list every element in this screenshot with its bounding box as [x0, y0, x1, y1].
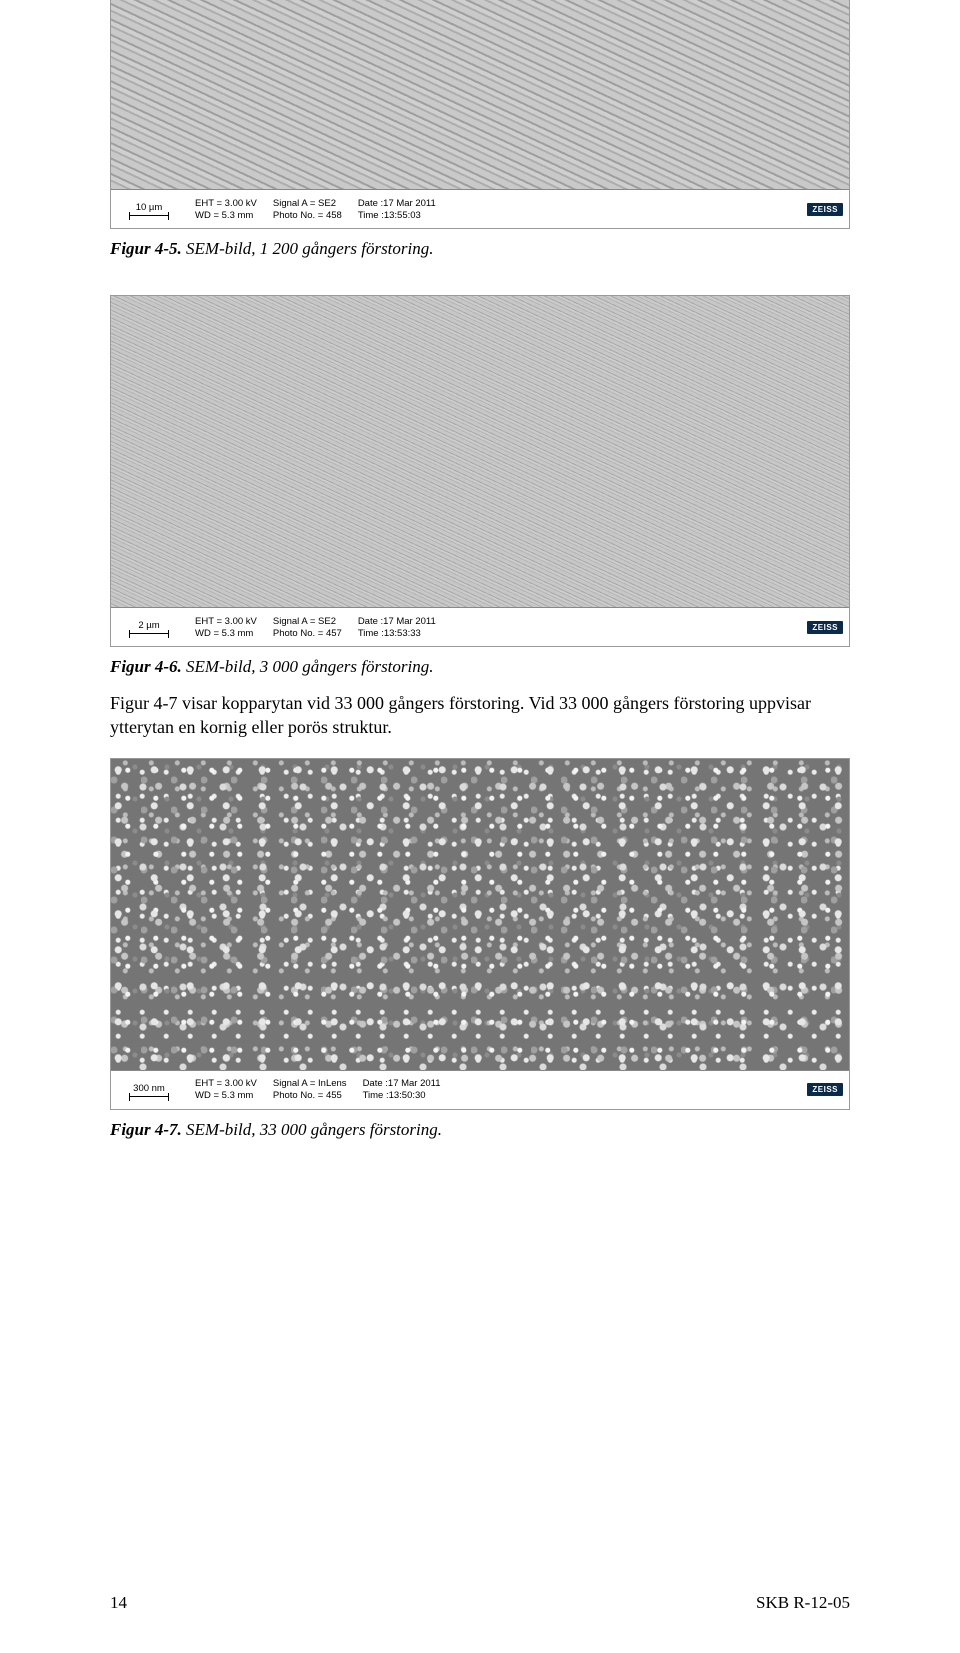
sem-logo: ZEISS: [807, 190, 849, 228]
sem-logo: ZEISS: [807, 608, 849, 646]
sem-scale-bar: [129, 633, 169, 634]
zeiss-logo: ZEISS: [807, 1083, 843, 1096]
sem-wd: WD = 5.3 mm: [195, 1090, 257, 1101]
sem-figure-4-7: 300 nm EHT = 3.00 kV WD = 5.3 mm Signal …: [110, 758, 850, 1110]
spacer: [110, 259, 850, 295]
sem-date: Date :17 Mar 2011: [363, 1078, 441, 1089]
sem-metadata-bar: 2 µm EHT = 3.00 kV WD = 5.3 mm Signal A …: [111, 607, 849, 646]
zeiss-logo: ZEISS: [807, 621, 843, 634]
sem-logo: ZEISS: [807, 1071, 849, 1109]
sem-col-signal: Signal A = InLens Photo No. = 455: [265, 1071, 355, 1109]
figure-caption-4-5: Figur 4-5. SEM-bild, 1 200 gångers först…: [110, 239, 850, 259]
sem-col-date: Date :17 Mar 2011 Time :13:53:33: [350, 608, 444, 646]
sem-time: Time :13:55:03: [358, 210, 436, 221]
sem-texture: [111, 759, 849, 1109]
sem-scale-bar: [129, 1096, 169, 1097]
sem-signal: Signal A = InLens: [273, 1078, 347, 1089]
sem-col-signal: Signal A = SE2 Photo No. = 458: [265, 190, 350, 228]
sem-figure-4-6: 2 µm EHT = 3.00 kV WD = 5.3 mm Signal A …: [110, 295, 850, 647]
sem-metadata-bar: 300 nm EHT = 3.00 kV WD = 5.3 mm Signal …: [111, 1070, 849, 1109]
sem-col-date: Date :17 Mar 2011 Time :13:50:30: [355, 1071, 449, 1109]
page-number: 14: [110, 1593, 127, 1613]
caption-text: SEM-bild, 33 000 gångers förstoring.: [186, 1120, 442, 1139]
sem-eht: EHT = 3.00 kV: [195, 616, 257, 627]
sem-wd: WD = 5.3 mm: [195, 628, 257, 639]
page-footer: 14 SKB R-12-05: [110, 1593, 850, 1613]
sem-date: Date :17 Mar 2011: [358, 198, 436, 209]
sem-photo: Photo No. = 455: [273, 1090, 347, 1101]
body-paragraph: Figur 4-7 visar kopparytan vid 33 000 gå…: [110, 691, 850, 740]
sem-texture: [111, 296, 849, 646]
caption-text: SEM-bild, 3 000 gångers förstoring.: [186, 657, 433, 676]
sem-col-signal: Signal A = SE2 Photo No. = 457: [265, 608, 350, 646]
sem-scale-label: 10 µm: [136, 202, 163, 213]
caption-label: Figur 4-7.: [110, 1120, 182, 1139]
sem-col-voltage: EHT = 3.00 kV WD = 5.3 mm: [187, 608, 265, 646]
sem-signal: Signal A = SE2: [273, 198, 342, 209]
sem-scale-label: 300 nm: [133, 1083, 165, 1094]
document-id: SKB R-12-05: [756, 1593, 850, 1613]
figure-caption-4-6: Figur 4-6. SEM-bild, 3 000 gångers först…: [110, 657, 850, 677]
sem-scale: 10 µm: [111, 190, 187, 228]
sem-scale: 300 nm: [111, 1071, 187, 1109]
sem-col-date: Date :17 Mar 2011 Time :13:55:03: [350, 190, 444, 228]
sem-date: Date :17 Mar 2011: [358, 616, 436, 627]
zeiss-logo: ZEISS: [807, 203, 843, 216]
sem-scale: 2 µm: [111, 608, 187, 646]
sem-photo: Photo No. = 457: [273, 628, 342, 639]
sem-photo: Photo No. = 458: [273, 210, 342, 221]
sem-col-voltage: EHT = 3.00 kV WD = 5.3 mm: [187, 190, 265, 228]
caption-label: Figur 4-5.: [110, 239, 182, 258]
sem-scale-bar: [129, 215, 169, 216]
sem-figure-4-5: 10 µm EHT = 3.00 kV WD = 5.3 mm Signal A…: [110, 0, 850, 229]
sem-scale-label: 2 µm: [138, 620, 159, 631]
sem-eht: EHT = 3.00 kV: [195, 1078, 257, 1089]
sem-eht: EHT = 3.00 kV: [195, 198, 257, 209]
caption-label: Figur 4-6.: [110, 657, 182, 676]
sem-wd: WD = 5.3 mm: [195, 210, 257, 221]
caption-text: SEM-bild, 1 200 gångers förstoring.: [186, 239, 433, 258]
sem-metadata-bar: 10 µm EHT = 3.00 kV WD = 5.3 mm Signal A…: [111, 189, 849, 228]
sem-time: Time :13:50:30: [363, 1090, 441, 1101]
sem-signal: Signal A = SE2: [273, 616, 342, 627]
page: 10 µm EHT = 3.00 kV WD = 5.3 mm Signal A…: [0, 0, 960, 1653]
sem-time: Time :13:53:33: [358, 628, 436, 639]
figure-caption-4-7: Figur 4-7. SEM-bild, 33 000 gångers förs…: [110, 1120, 850, 1140]
sem-col-voltage: EHT = 3.00 kV WD = 5.3 mm: [187, 1071, 265, 1109]
